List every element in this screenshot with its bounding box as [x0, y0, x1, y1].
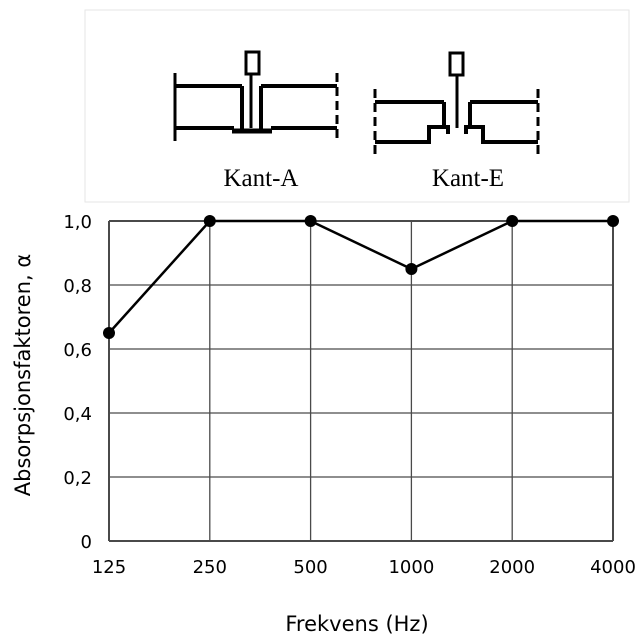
data-point: [506, 215, 519, 227]
kant-e-profile-drawing: [373, 51, 540, 155]
y-tick-label: 0,6: [63, 340, 92, 361]
series: [103, 215, 619, 339]
data-point: [607, 215, 619, 227]
data-point: [405, 263, 418, 275]
y-tick-labels: 0 0,2 0,4 0,6 0,8 1,0: [63, 212, 92, 553]
kant-a-label: Kant-A: [224, 165, 299, 192]
profile-panel: [84, 9, 630, 203]
y-tick-label: 1,0: [63, 212, 92, 233]
x-tick-label: 125: [92, 557, 126, 578]
x-tick-label: 4000: [590, 557, 636, 578]
grid: [108, 220, 614, 542]
x-tick-label: 1000: [388, 557, 434, 578]
x-tick-label: 250: [193, 557, 227, 578]
x-tick-label: 2000: [489, 557, 535, 578]
y-tick-label: 0,8: [63, 276, 92, 297]
data-point: [103, 327, 115, 339]
kant-a-profile-drawing: [173, 50, 339, 141]
x-tick-label: 500: [293, 557, 327, 578]
x-axis-title: Frekvens (Hz): [285, 612, 428, 636]
y-tick-label: 0: [81, 532, 92, 553]
y-tick-label: 0,2: [63, 468, 92, 489]
y-axis-title: Absorpsjonsfaktoren, α: [11, 254, 35, 496]
x-tick-labels: 125 250 500 1000 2000 4000: [92, 557, 636, 578]
kant-e-label: Kant-E: [432, 165, 504, 192]
y-tick-label: 0,4: [63, 404, 92, 425]
data-point: [304, 215, 317, 227]
data-point: [203, 215, 216, 227]
series-line: [108, 219, 613, 334]
plot-area: 0 0,2 0,4 0,6 0,8 1,0 125 250 500 1000 2000 4000: [63, 212, 636, 578]
